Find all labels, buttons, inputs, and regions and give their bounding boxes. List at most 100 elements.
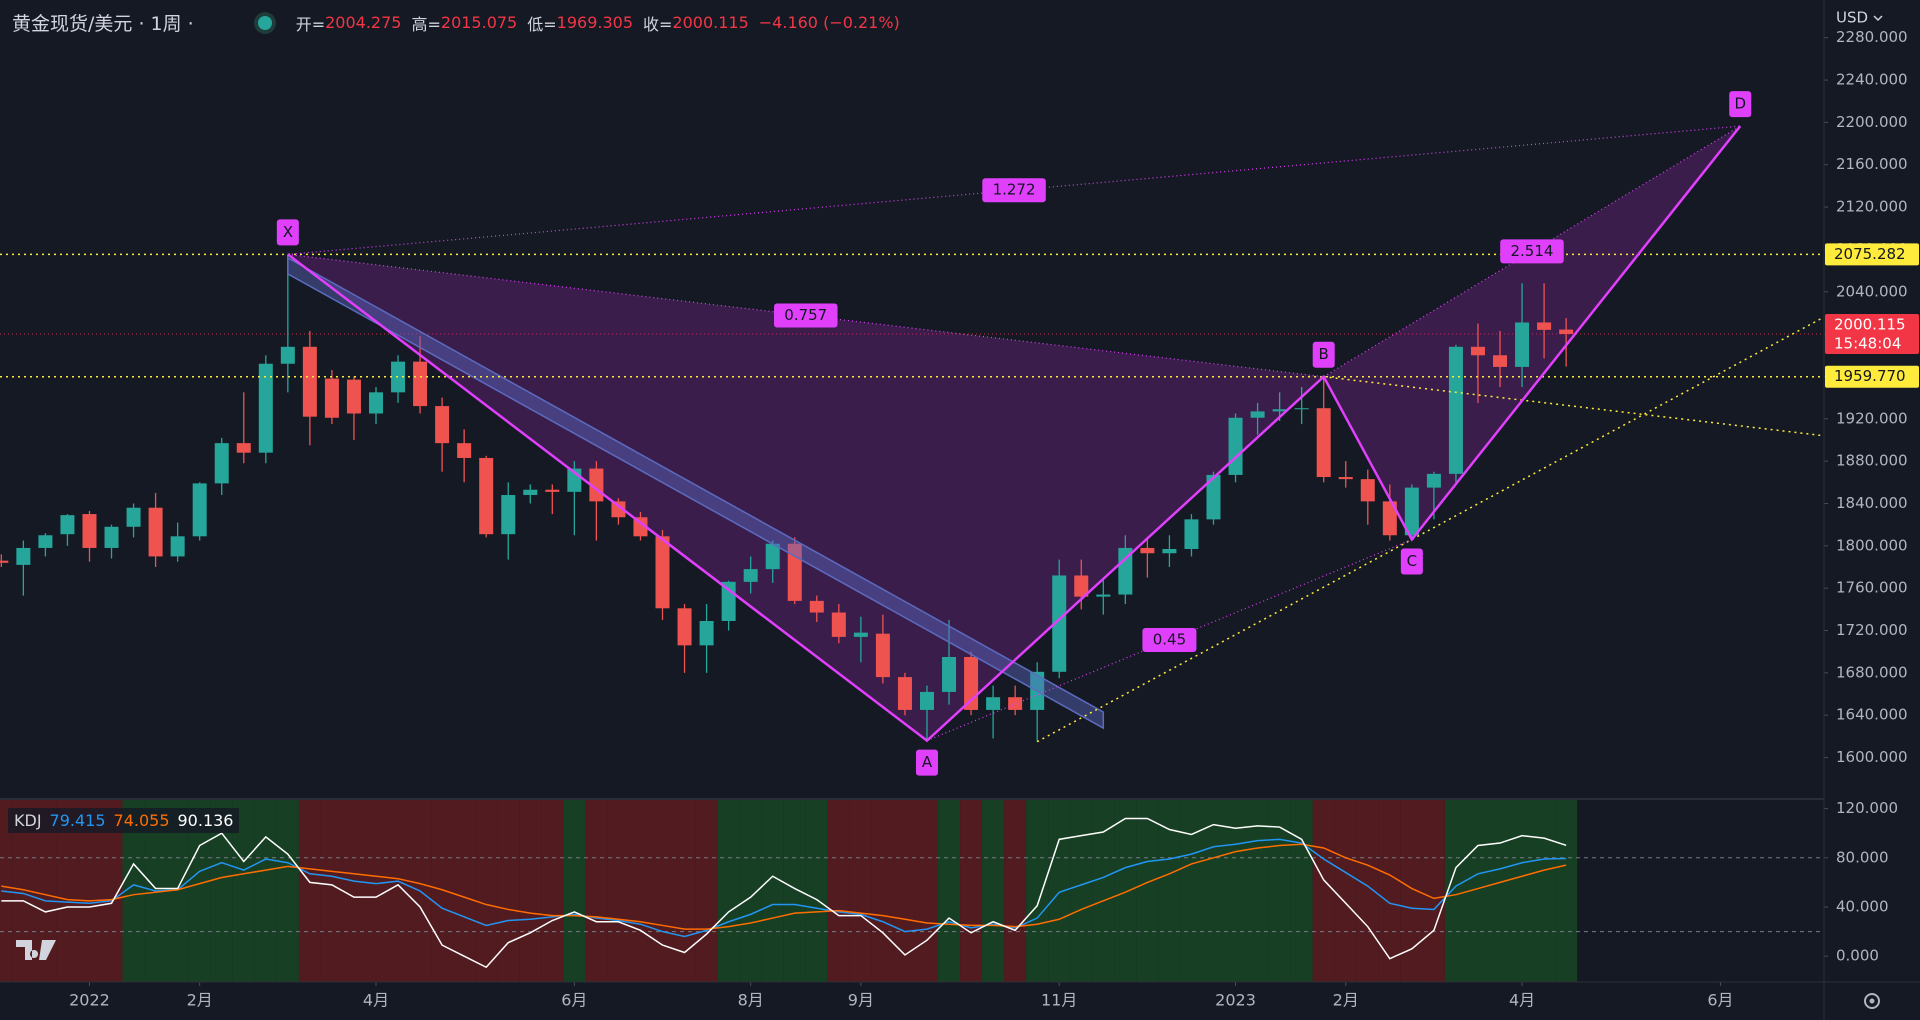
close-value: 2000.115 bbox=[672, 13, 749, 32]
candle-body bbox=[986, 697, 1001, 710]
candle-body bbox=[1096, 594, 1111, 597]
candle-body bbox=[809, 600, 824, 613]
price-line-label: 2075.282 bbox=[1834, 245, 1906, 263]
y-tick-label: 2280.000 bbox=[1836, 28, 1908, 46]
gear[interactable] bbox=[1864, 993, 1880, 1009]
y-tick-label: 1920.000 bbox=[1836, 409, 1908, 427]
kdj-zone bbox=[982, 800, 1005, 982]
ratio-label: 0.45 bbox=[1153, 631, 1186, 649]
candle-body bbox=[743, 569, 758, 582]
candle-body bbox=[501, 495, 516, 535]
kdj-zone bbox=[960, 800, 983, 982]
status-dot bbox=[257, 15, 272, 30]
legend-header: 黄金现货/美元 · 1周 · 开= 2004.275 高= 2015.075 低= 1… bbox=[12, 9, 910, 36]
logo bbox=[16, 940, 56, 960]
candle-body bbox=[236, 443, 251, 453]
candle-body bbox=[919, 691, 934, 710]
kdj-zone bbox=[1555, 800, 1578, 982]
point-tag bbox=[276, 219, 299, 246]
point-label: D bbox=[1734, 95, 1746, 113]
kdj-zone bbox=[56, 800, 79, 982]
candle-body bbox=[126, 507, 141, 527]
candle-body bbox=[1360, 479, 1375, 502]
candle-body bbox=[1272, 409, 1287, 412]
j-value: 90.136 bbox=[177, 811, 234, 830]
candle-body bbox=[831, 612, 846, 637]
x-tick-label: 4月 bbox=[1509, 991, 1535, 1010]
settings-icon[interactable] bbox=[1864, 993, 1880, 1009]
candle-body bbox=[1493, 355, 1508, 367]
candle-body bbox=[148, 507, 163, 557]
kdj-zone bbox=[298, 800, 321, 982]
candle-body bbox=[699, 620, 714, 646]
candle-body bbox=[765, 543, 780, 570]
candle-body bbox=[60, 515, 75, 535]
kdj-zone bbox=[651, 800, 674, 982]
currency[interactable]: USD bbox=[1836, 9, 1868, 27]
x-tick-label: 2月 bbox=[1333, 991, 1359, 1010]
kdj-zone bbox=[100, 800, 123, 982]
kdj-zone bbox=[805, 800, 828, 982]
kdj-zone bbox=[320, 800, 343, 982]
last-price-tag bbox=[1825, 313, 1919, 354]
candle-body bbox=[633, 517, 648, 537]
y-tick-label: 1640.000 bbox=[1836, 706, 1908, 724]
kdj-zone bbox=[827, 800, 850, 982]
x-tick-label: 4月 bbox=[363, 991, 389, 1010]
x-tick-label: 2022 bbox=[69, 991, 110, 1010]
kdj-zone bbox=[1400, 800, 1423, 982]
kdj-zone bbox=[387, 800, 410, 982]
x-tick-label: 2023 bbox=[1215, 991, 1256, 1010]
candle-body bbox=[853, 632, 868, 637]
y-tick-label: 1760.000 bbox=[1836, 579, 1908, 597]
candle-body bbox=[1294, 408, 1309, 410]
x-tick-label: 2月 bbox=[187, 991, 213, 1010]
ratio-label: 2.514 bbox=[1510, 242, 1553, 260]
kdj-legend: KDJ 79.415 74.055 90.136 bbox=[8, 808, 240, 833]
candle-body bbox=[677, 608, 692, 646]
candle-body bbox=[346, 379, 361, 414]
candle-body bbox=[942, 656, 957, 692]
candle-body bbox=[1074, 575, 1089, 597]
gear-hub[interactable] bbox=[1869, 998, 1875, 1004]
point-label: A bbox=[922, 753, 933, 771]
point-label: C bbox=[1407, 552, 1417, 570]
candle-body bbox=[258, 363, 273, 453]
kdj-zone bbox=[1092, 800, 1115, 982]
kdj-zone bbox=[497, 800, 520, 982]
x-tick-label: 8月 bbox=[738, 991, 764, 1010]
kdj-zone bbox=[431, 800, 454, 982]
kdj-zone bbox=[232, 800, 255, 982]
candle-body bbox=[280, 346, 295, 364]
kdj-zone bbox=[519, 800, 542, 982]
kdj-zone bbox=[276, 800, 299, 982]
candle-body bbox=[1448, 346, 1463, 474]
low-label: 低= bbox=[527, 14, 557, 34]
candle-body bbox=[1118, 547, 1133, 595]
pattern-fill bbox=[1323, 126, 1741, 540]
open-value: 2004.275 bbox=[325, 13, 402, 32]
kdj-zone bbox=[1246, 800, 1269, 982]
candle-body bbox=[170, 536, 185, 557]
candle-body bbox=[1404, 487, 1419, 536]
candle-body bbox=[545, 489, 560, 492]
kdj-zone bbox=[1444, 800, 1467, 982]
kdj-zone bbox=[475, 800, 498, 982]
y-tick-label: 0.000 bbox=[1836, 947, 1879, 965]
kdj-zone bbox=[1533, 800, 1556, 982]
kdj-zone bbox=[783, 800, 806, 982]
kdj-zone bbox=[893, 800, 916, 982]
candle-body bbox=[1470, 346, 1485, 356]
y-tick-label: 80.000 bbox=[1836, 848, 1889, 866]
symbol[interactable]: 黄金现货/美元 · 1周 · bbox=[12, 13, 194, 35]
candle-body bbox=[1162, 549, 1177, 554]
candle-body bbox=[38, 535, 53, 548]
y-tick-label: 2240.000 bbox=[1836, 71, 1908, 89]
kdj-title[interactable]: KDJ bbox=[14, 811, 42, 830]
trend-channel bbox=[287, 256, 1105, 730]
currency-chevron[interactable] bbox=[1873, 15, 1883, 22]
kdj-zone bbox=[166, 800, 189, 982]
candle-body bbox=[964, 656, 979, 710]
kdj-zone bbox=[1158, 800, 1181, 982]
kdj-zone bbox=[342, 800, 365, 982]
